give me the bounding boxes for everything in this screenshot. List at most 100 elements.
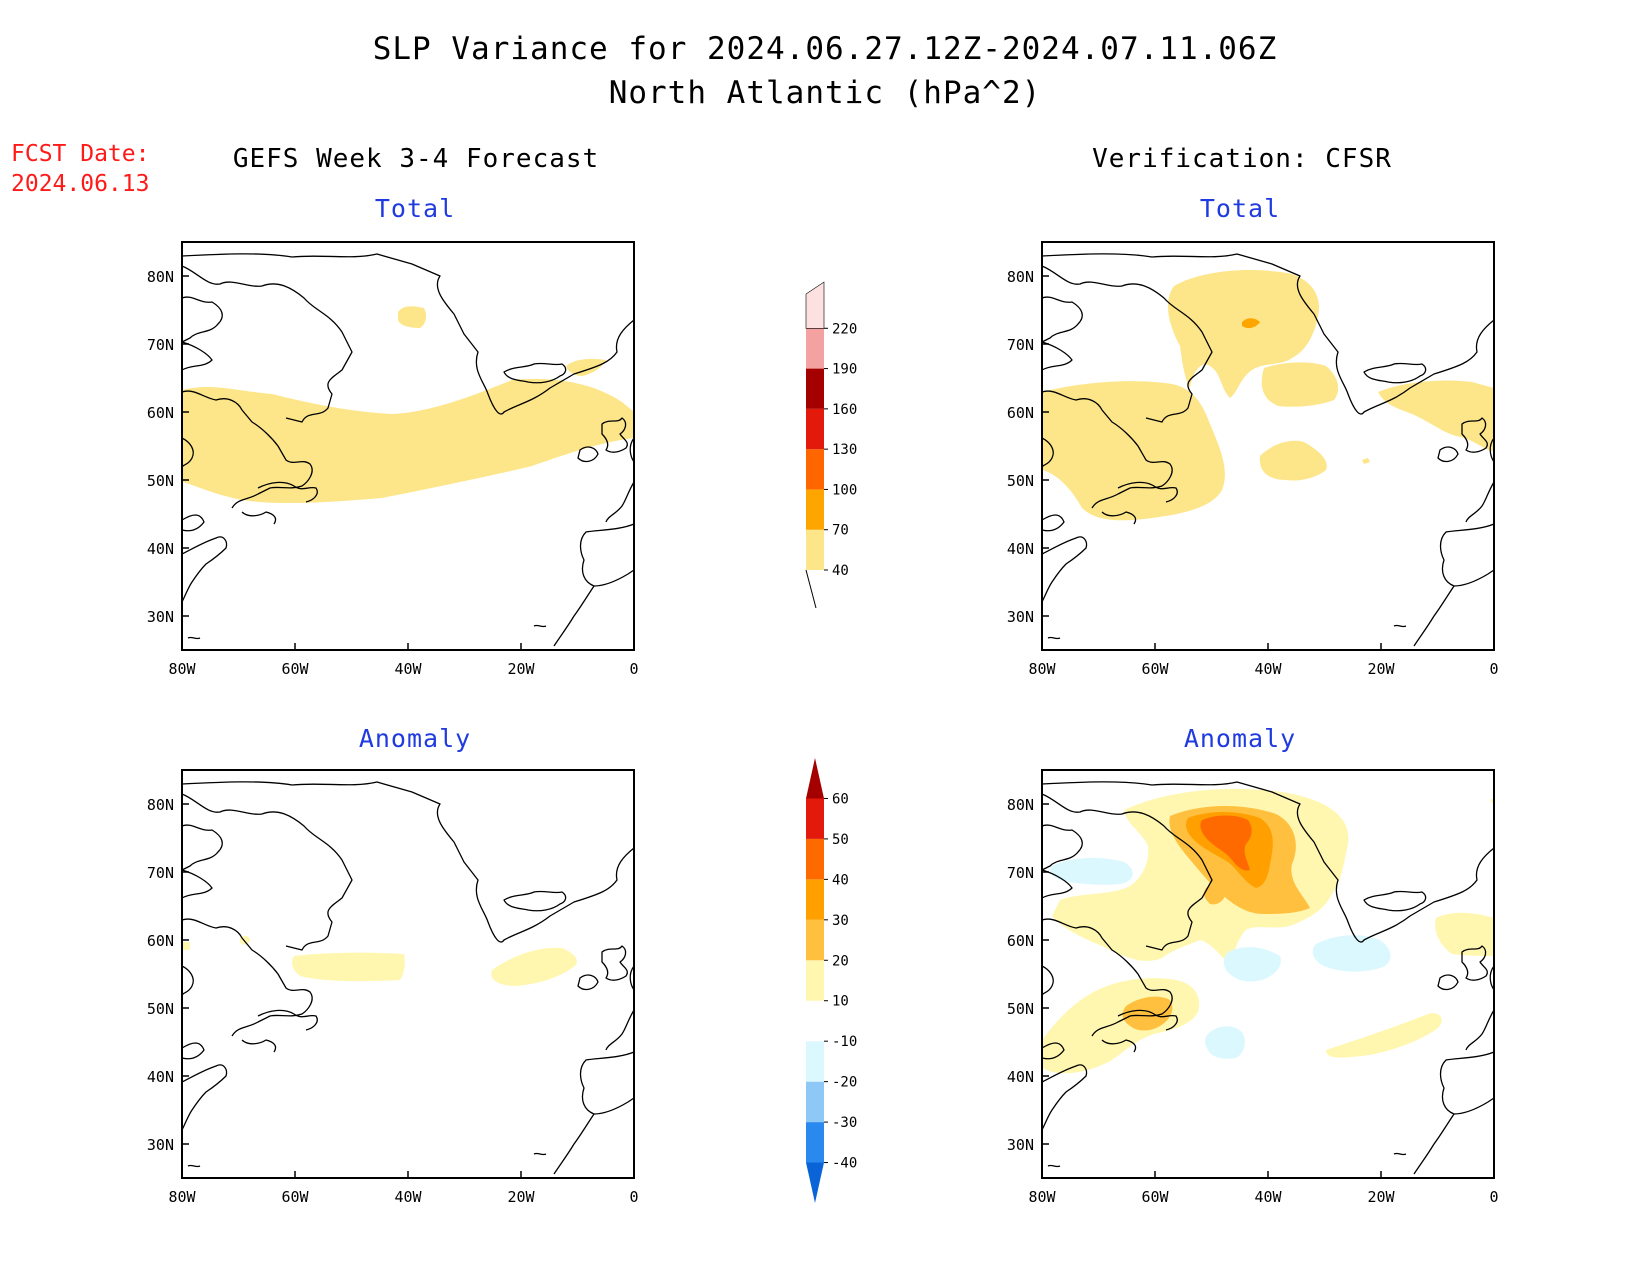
bottom-right-panel-title: Anomaly — [1184, 724, 1296, 753]
y-tick-label: 30N — [147, 608, 174, 626]
x-tick-label: 0 — [1489, 1188, 1498, 1206]
y-tick-label: 60N — [1007, 404, 1034, 422]
colorbar-anomaly-swatch — [806, 879, 824, 920]
shade-40-east — [1378, 380, 1494, 452]
colorbar-anomaly-swatch — [806, 1081, 824, 1123]
colorbar-anomaly-label: 60 — [832, 791, 849, 807]
colorbar-anomaly-label: 30 — [832, 913, 849, 929]
x-tick-label: 40W — [394, 660, 422, 678]
colorbar-total-swatch — [806, 529, 824, 570]
x-tick-label: 80W — [1028, 1188, 1056, 1206]
y-tick-label: 80N — [147, 268, 174, 286]
x-tick-label: 20W — [507, 660, 535, 678]
shade-40-patch-east — [566, 358, 606, 376]
y-tick-label: 70N — [147, 864, 174, 882]
anom-10-europe — [1434, 912, 1494, 956]
y-tick-label: 40N — [147, 540, 174, 558]
y-tick-label: 60N — [1007, 932, 1034, 950]
x-tick-label: 20W — [507, 1188, 535, 1206]
anom-10-patch-east — [491, 947, 577, 986]
anom-neg10-labrador — [1050, 857, 1133, 885]
y-tick-label: 40N — [1007, 540, 1034, 558]
x-tick-label: 0 — [1489, 660, 1498, 678]
colorbar-anomaly-label: 50 — [832, 832, 849, 848]
y-tick-label: 80N — [1007, 268, 1034, 286]
anom-10-atlantic — [1326, 1013, 1442, 1058]
colorbar-total-label: 40 — [832, 563, 849, 579]
map-panel-forecast-total — [181, 241, 635, 651]
colorbar-anomaly-swatch — [806, 919, 824, 961]
colorbar-total-swatch — [806, 328, 824, 369]
colorbar-total-swatch — [806, 489, 824, 530]
x-tick-label: 60W — [1141, 1188, 1169, 1206]
x-tick-label: 40W — [1254, 1188, 1282, 1206]
colorbar-anomaly-swatch — [806, 798, 824, 839]
shade-40-greenland-blob — [1167, 270, 1319, 398]
y-tick-label: 40N — [147, 1068, 174, 1086]
main-title: SLP Variance for 2024.06.27.12Z-2024.07.… — [373, 31, 1278, 67]
x-tick-label: 60W — [1141, 660, 1169, 678]
colorbar-anomaly-label: -10 — [832, 1034, 857, 1050]
shade-40-south-patch — [1259, 440, 1327, 481]
colorbar-anomaly-swatch — [806, 1162, 824, 1203]
colorbar-anomaly-label: 40 — [832, 872, 849, 888]
x-tick-label: 0 — [629, 660, 638, 678]
colorbar-anomaly-label: -40 — [832, 1156, 857, 1172]
y-tick-label: 60N — [147, 932, 174, 950]
colorbar-total-label: 130 — [832, 442, 857, 458]
colorbar-anomaly-swatch — [806, 758, 824, 799]
shade-70-patch — [1242, 318, 1260, 329]
colorbar-anomaly-label: -30 — [832, 1115, 857, 1131]
bottom-left-panel-title: Anomaly — [359, 724, 471, 753]
colorbar-anomaly-swatch — [806, 960, 824, 1001]
x-tick-label: 0 — [629, 1188, 638, 1206]
colorbar-anomaly-label: 10 — [832, 994, 849, 1010]
y-tick-label: 30N — [147, 1136, 174, 1154]
x-tick-label: 60W — [281, 1188, 309, 1206]
top-right-panel-title: Total — [1200, 194, 1280, 223]
anom-10-canada — [1042, 978, 1200, 1074]
colorbar-total-swatch — [806, 408, 824, 450]
y-tick-label: 70N — [147, 336, 174, 354]
colorbar-anomaly-swatch — [806, 838, 824, 880]
anom-40-greenland — [1200, 815, 1252, 871]
shade-40-dot — [1362, 458, 1370, 464]
colorbar-total-swatch — [806, 368, 824, 409]
anom-neg10-central — [1223, 947, 1281, 982]
fcst-date-value: 2024.06.13 — [11, 171, 149, 197]
right-column-header: Verification: CFSR — [1092, 144, 1392, 174]
fcst-date-label: FCST Date: — [11, 141, 149, 167]
colorbar-anomaly-label: -20 — [832, 1075, 857, 1091]
x-tick-label: 40W — [1254, 660, 1282, 678]
y-tick-label: 70N — [1007, 336, 1034, 354]
y-tick-label: 80N — [147, 796, 174, 814]
y-tick-label: 30N — [1007, 1136, 1034, 1154]
anom-neg10-east — [1312, 935, 1391, 972]
map-panel-forecast-anomaly — [181, 769, 635, 1179]
colorbar-anomaly-swatch — [806, 1122, 824, 1163]
anom-20-small-east — [1263, 894, 1296, 911]
colorbar-anomaly-swatch — [806, 1041, 824, 1082]
y-tick-label: 50N — [147, 1000, 174, 1018]
x-tick-label: 20W — [1367, 1188, 1395, 1206]
colorbar-total-swatch — [806, 449, 824, 490]
colorbar-total-label: 70 — [832, 523, 849, 539]
anom-20-canada — [1122, 996, 1173, 1031]
colorbar-total-label: 190 — [832, 362, 857, 378]
y-tick-label: 50N — [1007, 472, 1034, 490]
anom-20-small — [1203, 882, 1226, 905]
shade-40-band — [182, 378, 634, 504]
x-tick-label: 80W — [168, 1188, 196, 1206]
shade-40-west — [1042, 381, 1225, 521]
x-tick-label: 80W — [168, 660, 196, 678]
map-panel-verification-anomaly — [1041, 769, 1495, 1179]
shade-40-patch-greenland — [398, 306, 427, 328]
y-tick-label: 80N — [1007, 796, 1034, 814]
map-panel-verification-total — [1041, 241, 1495, 651]
top-left-panel-title: Total — [375, 194, 455, 223]
left-column-header: GEFS Week 3-4 Forecast — [233, 144, 599, 174]
colorbar-total-label: 160 — [832, 402, 857, 418]
x-tick-label: 20W — [1367, 660, 1395, 678]
colorbar-anomaly: -40 -30 -20 -10 10 20 30 40 50 60 — [806, 758, 857, 1203]
main-subtitle: North Atlantic (hPa^2) — [609, 75, 1042, 111]
